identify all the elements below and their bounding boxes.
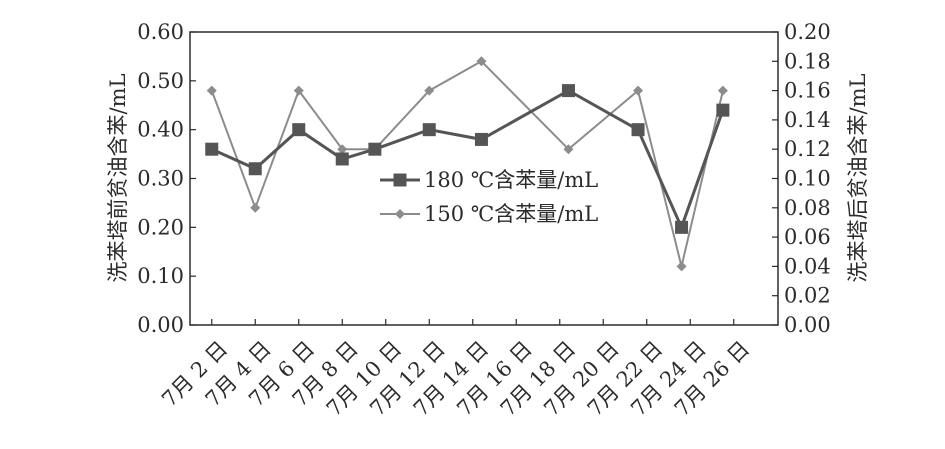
- right-axis-tick-label: 0.12: [784, 137, 831, 161]
- legend-label: 150 ℃含苯量/mL: [424, 202, 598, 226]
- data-point-square: [716, 103, 730, 117]
- series-line: [210, 60, 724, 267]
- right-axis: 0.00 0.02 0.04 0.06 0.08 0.10 0.12 0.14 0.16 0.18…: [772, 20, 831, 337]
- left-axis-tick-label: 0.00: [137, 313, 184, 337]
- data-point-diamond: [676, 261, 687, 272]
- right-axis-tick-label: 0.02: [784, 284, 831, 308]
- left-axis-tick-label: 0.40: [137, 118, 184, 142]
- data-point-diamond: [633, 85, 644, 96]
- legend-label: 180 ℃含苯量/mL: [424, 168, 598, 192]
- data-point-diamond: [476, 56, 487, 67]
- legend-marker-square: [393, 173, 407, 187]
- data-point-square: [205, 142, 219, 156]
- legend-marker-diamond: [395, 209, 405, 219]
- data-point-square: [248, 162, 262, 176]
- right-axis-tick-label: 0.00: [784, 313, 831, 337]
- data-point-diamond: [250, 202, 261, 213]
- right-axis-tick-label: 0.14: [784, 108, 831, 132]
- data-point-diamond: [424, 85, 435, 96]
- right-axis-tick-label: 0.08: [784, 196, 831, 220]
- series-layer: [205, 56, 730, 272]
- right-axis-tick-label: 0.18: [784, 49, 831, 73]
- right-axis-tick-label: 0.20: [784, 20, 831, 44]
- data-point-diamond: [206, 85, 217, 96]
- data-point-square: [675, 220, 689, 234]
- left-axis-title: 洗苯塔前贫油含苯/mL: [106, 73, 130, 282]
- data-point-square: [631, 123, 645, 137]
- data-point-diamond: [337, 144, 348, 155]
- data-point-square: [561, 84, 575, 98]
- data-point-diamond: [293, 85, 304, 96]
- data-point-square: [474, 132, 488, 146]
- data-point-square: [335, 152, 349, 166]
- left-axis-tick-label: 0.20: [137, 215, 184, 239]
- data-point-square: [292, 123, 306, 137]
- x-axis: 7月 2 日7月 4 日7月 6 日7月 8 日7月 10 日7月 12 日7月…: [157, 319, 754, 421]
- right-axis-title: 洗苯塔后贫油含苯/mL: [846, 73, 870, 282]
- data-point-diamond: [717, 85, 728, 96]
- left-axis-tick-label: 0.60: [137, 20, 184, 44]
- data-point-diamond: [563, 144, 574, 155]
- left-axis-tick-label: 0.50: [137, 69, 184, 93]
- data-point-square: [422, 123, 436, 137]
- right-axis-tick-label: 0.04: [784, 254, 831, 278]
- legend: 180 ℃含苯量/mL 150 ℃含苯量/mL: [380, 168, 598, 226]
- data-point-square: [368, 142, 382, 156]
- right-axis-tick-label: 0.16: [784, 79, 831, 103]
- left-axis: 0.00 0.10 0.20 0.30 0.40 0.50 0.60: [137, 20, 196, 337]
- right-axis-tick-label: 0.10: [784, 167, 831, 191]
- left-axis-tick-label: 0.30: [137, 167, 184, 191]
- right-axis-tick-label: 0.06: [784, 225, 831, 249]
- left-axis-tick-label: 0.10: [137, 264, 184, 288]
